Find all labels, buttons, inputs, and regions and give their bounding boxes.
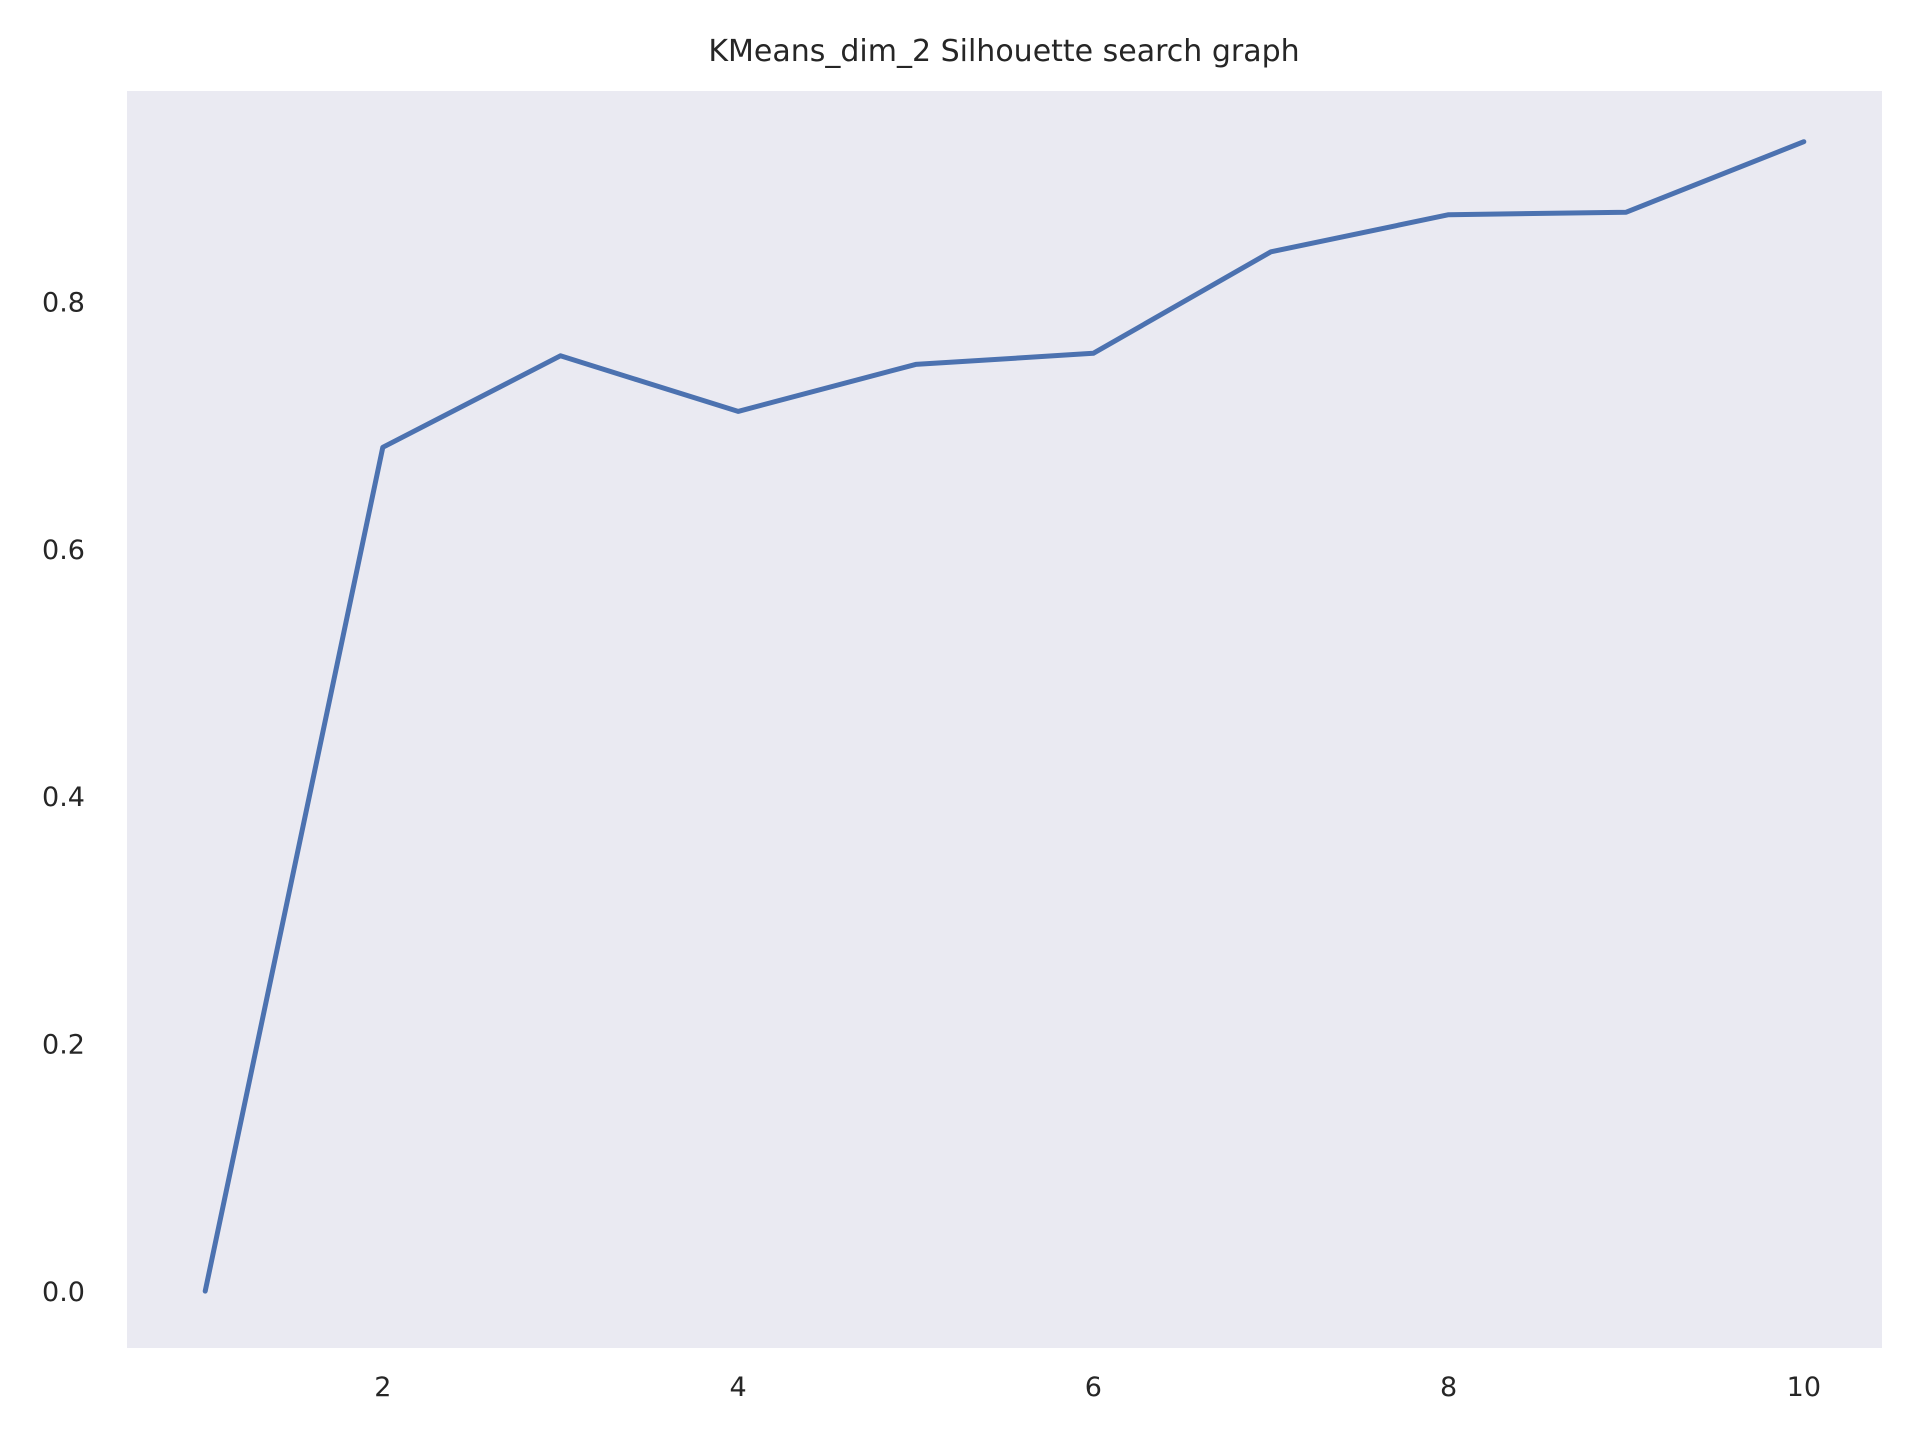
y-tick-label: 0.2 xyxy=(42,1030,85,1061)
plot-area xyxy=(127,91,1882,1348)
x-tick-label: 4 xyxy=(729,1372,746,1403)
chart-title: KMeans_dim_2 Silhouette search graph xyxy=(708,34,1299,69)
series-line-silhouette xyxy=(202,139,1807,1294)
x-tick-label: 6 xyxy=(1085,1372,1102,1403)
x-axis-ticks: 2 4 6 8 10 xyxy=(374,1372,1821,1403)
y-tick-label: 0.0 xyxy=(42,1277,85,1308)
y-tick-label: 0.6 xyxy=(42,535,85,566)
x-tick-label: 8 xyxy=(1440,1372,1457,1403)
y-tick-label: 0.4 xyxy=(42,782,85,813)
y-tick-label: 0.8 xyxy=(42,287,85,318)
y-axis-ticks: 0.0 0.2 0.4 0.6 0.8 xyxy=(42,287,85,1308)
x-tick-label: 2 xyxy=(374,1372,391,1403)
series-layer xyxy=(202,139,1807,1294)
x-tick-label: 10 xyxy=(1787,1372,1821,1403)
